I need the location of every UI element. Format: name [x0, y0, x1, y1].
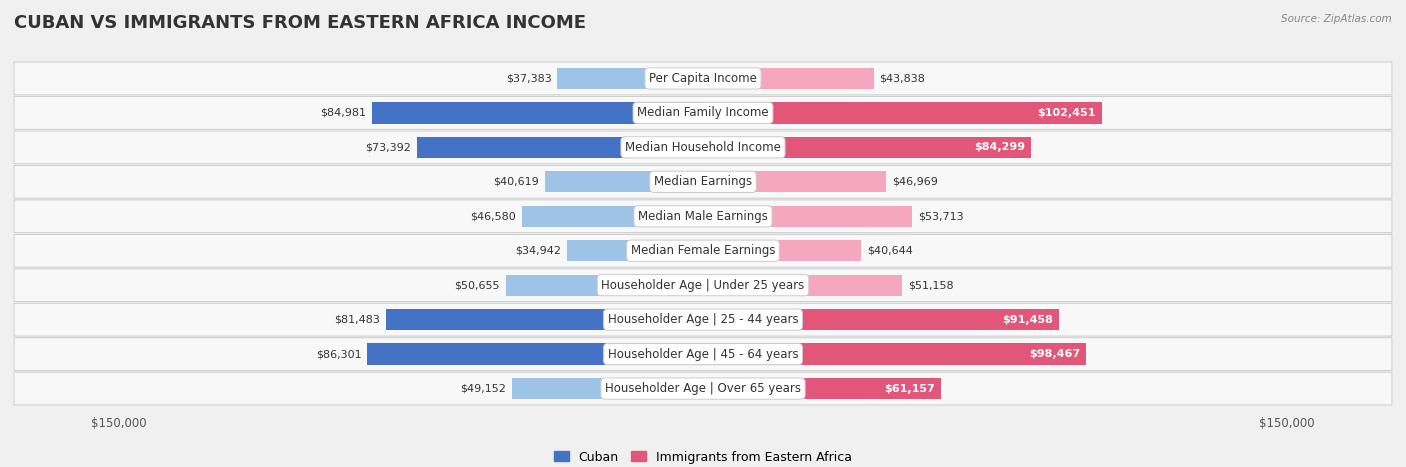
Text: $40,644: $40,644 — [868, 246, 912, 256]
Text: $50,655: $50,655 — [454, 280, 501, 290]
FancyBboxPatch shape — [14, 234, 1392, 267]
Bar — [703, 240, 862, 262]
FancyBboxPatch shape — [14, 372, 1392, 405]
Bar — [703, 309, 1059, 330]
Text: $43,838: $43,838 — [880, 73, 925, 84]
FancyBboxPatch shape — [14, 200, 1392, 233]
FancyBboxPatch shape — [14, 303, 1392, 336]
Text: Householder Age | 45 - 64 years: Householder Age | 45 - 64 years — [607, 347, 799, 361]
Text: CUBAN VS IMMIGRANTS FROM EASTERN AFRICA INCOME: CUBAN VS IMMIGRANTS FROM EASTERN AFRICA … — [14, 14, 586, 32]
Bar — [703, 171, 886, 192]
Text: Median Earnings: Median Earnings — [654, 175, 752, 188]
Text: $51,158: $51,158 — [908, 280, 953, 290]
Text: $91,458: $91,458 — [1002, 315, 1053, 325]
Bar — [703, 68, 873, 89]
Text: $61,157: $61,157 — [884, 383, 935, 394]
Text: Per Capita Income: Per Capita Income — [650, 72, 756, 85]
Bar — [385, 309, 703, 330]
Text: Householder Age | Over 65 years: Householder Age | Over 65 years — [605, 382, 801, 395]
Text: $34,942: $34,942 — [515, 246, 561, 256]
Legend: Cuban, Immigrants from Eastern Africa: Cuban, Immigrants from Eastern Africa — [548, 446, 858, 467]
Text: Median Male Earnings: Median Male Earnings — [638, 210, 768, 223]
Bar — [703, 137, 1031, 158]
FancyBboxPatch shape — [14, 97, 1392, 129]
FancyBboxPatch shape — [14, 338, 1392, 370]
Text: $46,969: $46,969 — [891, 177, 938, 187]
Bar — [567, 240, 703, 262]
Bar — [373, 102, 703, 124]
FancyBboxPatch shape — [14, 165, 1392, 198]
Bar — [703, 378, 941, 399]
Text: $81,483: $81,483 — [335, 315, 380, 325]
Text: Householder Age | 25 - 44 years: Householder Age | 25 - 44 years — [607, 313, 799, 326]
Text: Median Family Income: Median Family Income — [637, 106, 769, 120]
Text: $46,580: $46,580 — [470, 211, 516, 221]
Text: Source: ZipAtlas.com: Source: ZipAtlas.com — [1281, 14, 1392, 24]
Text: $84,981: $84,981 — [321, 108, 367, 118]
Text: $73,392: $73,392 — [366, 142, 412, 152]
Bar — [703, 205, 912, 227]
Bar — [512, 378, 703, 399]
Bar — [558, 68, 703, 89]
FancyBboxPatch shape — [14, 131, 1392, 164]
Text: $49,152: $49,152 — [460, 383, 506, 394]
Text: $102,451: $102,451 — [1038, 108, 1095, 118]
FancyBboxPatch shape — [14, 269, 1392, 302]
Text: $40,619: $40,619 — [494, 177, 538, 187]
Bar — [703, 343, 1087, 365]
Bar — [546, 171, 703, 192]
Bar — [703, 102, 1102, 124]
Bar — [506, 275, 703, 296]
Text: $84,299: $84,299 — [974, 142, 1025, 152]
Text: $98,467: $98,467 — [1029, 349, 1080, 359]
Text: $53,713: $53,713 — [918, 211, 963, 221]
Text: $86,301: $86,301 — [315, 349, 361, 359]
Bar — [367, 343, 703, 365]
Bar — [418, 137, 703, 158]
Text: Median Household Income: Median Household Income — [626, 141, 780, 154]
Text: $37,383: $37,383 — [506, 73, 551, 84]
FancyBboxPatch shape — [14, 62, 1392, 95]
Text: Median Female Earnings: Median Female Earnings — [631, 244, 775, 257]
Bar — [522, 205, 703, 227]
Bar — [703, 275, 903, 296]
Text: Householder Age | Under 25 years: Householder Age | Under 25 years — [602, 279, 804, 292]
